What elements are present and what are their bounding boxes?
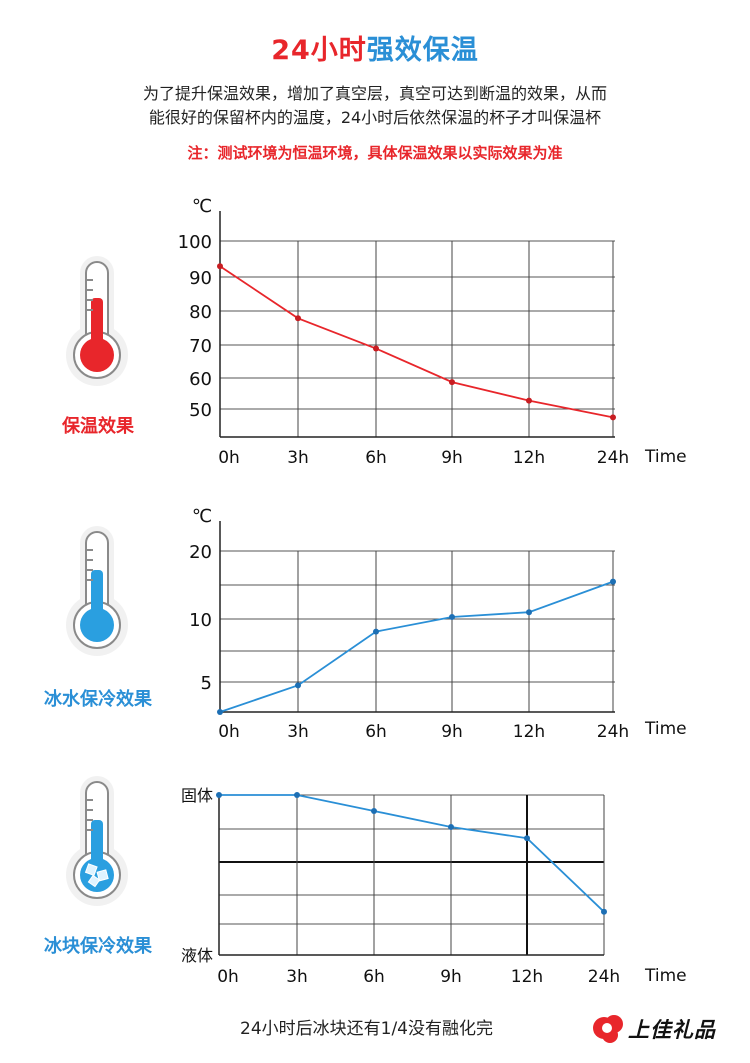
page-title: 24小时强效保温	[0, 28, 750, 67]
chart2-data-point	[526, 609, 532, 616]
chart3-series-line	[219, 794, 605, 913]
brand-logo-text: 上佳礼品	[628, 1017, 716, 1042]
ice-effect-label: 冰块保冷效果	[44, 936, 152, 957]
chart2-unit-label: ℃	[192, 506, 212, 527]
chart2-x-tick-label: 9h	[441, 722, 463, 742]
chart1-x-axis-label: Time	[644, 447, 687, 467]
chart1-x-tick-label: 6h	[365, 448, 387, 468]
title-part-red: 24小时	[271, 35, 367, 66]
chart2-x-tick-label: 12h	[513, 722, 545, 742]
chart2-data-point	[295, 682, 301, 689]
chart2-series-line	[219, 580, 614, 713]
chart2-data-point	[217, 709, 223, 715]
chart1-x-tick-label: 12h	[513, 448, 545, 468]
chart1-unit-label: ℃	[192, 196, 212, 217]
test-note: 注：测试环境为恒温环境，具体保温效果以实际效果为准	[187, 144, 563, 162]
chart2-x-tick-label: 0h	[218, 722, 240, 742]
chart1-data-point	[526, 397, 532, 404]
chart2-data-point	[610, 578, 616, 585]
chart3-y-label-bottom: 液体	[181, 946, 213, 965]
chart3-data-point	[371, 808, 377, 814]
description-line-2: 能很好的保留杯内的温度，24小时后依然保温的杯子才叫保温杯	[148, 108, 602, 127]
chart3-x-tick-label: 9h	[440, 967, 462, 987]
chart3-data-point	[524, 835, 530, 842]
chart1-y-tick-label: 80	[189, 302, 212, 323]
chart1-data-point	[373, 345, 379, 352]
chart1-y-tick-label: 60	[189, 369, 212, 390]
chart3-data-point	[294, 792, 300, 798]
chart3-data-point	[216, 792, 222, 798]
chart2-data-point	[373, 628, 379, 635]
chart2-y-tick-label: 10	[189, 610, 212, 631]
chart3-x-tick-label: 3h	[286, 967, 308, 987]
chart1-data-point	[610, 414, 616, 421]
chart2-x-tick-label: 6h	[365, 722, 387, 742]
description-line-1: 为了提升保温效果，增加了真空层，真空可达到断温的效果，从而	[142, 84, 607, 103]
warm-effect-label: 保温效果	[62, 416, 134, 437]
brand-logo-icon	[593, 1015, 623, 1043]
ice-thermometer-icon	[66, 776, 128, 906]
chart1-x-tick-label: 9h	[441, 448, 463, 468]
chart3-data-point	[448, 824, 454, 830]
chart3-x-axis-label: Time	[644, 966, 687, 986]
chart3-x-tick-label: 6h	[363, 967, 385, 987]
chart3-y-label-top: 固体	[181, 786, 213, 805]
title-part-blue: 强效保温	[366, 35, 479, 66]
chart3-x-tick-label: 12h	[511, 967, 543, 987]
chart2-y-tick-label: 5	[201, 673, 212, 694]
chart2-data-point	[449, 613, 455, 620]
chart1-data-point	[449, 379, 455, 386]
chart1-y-tick-label: 70	[189, 336, 212, 357]
footer-note: 24小时后冰块还有1/4没有融化完	[240, 1019, 493, 1039]
chart2-y-tick-label: 20	[189, 542, 212, 563]
chart2-x-axis-label: Time	[644, 719, 687, 739]
blue-thermometer-icon	[66, 526, 128, 656]
chart1-x-tick-label: 3h	[287, 448, 309, 468]
chart1-series-line	[219, 265, 614, 419]
red-thermometer-icon	[66, 256, 128, 386]
chart3-x-tick-label: 24h	[588, 967, 620, 987]
cold-water-effect-label: 冰水保冷效果	[44, 689, 152, 710]
chart2-x-tick-label: 3h	[287, 722, 309, 742]
chart1-y-tick-label: 50	[189, 400, 212, 421]
chart1-x-tick-label: 0h	[218, 448, 240, 468]
chart1-y-tick-label: 100	[178, 232, 212, 253]
chart1-data-point	[295, 315, 301, 322]
chart2-x-tick-label: 24h	[597, 722, 629, 742]
chart1-data-point	[217, 263, 223, 270]
chart3-data-point	[601, 908, 607, 915]
chart1-x-tick-label: 24h	[597, 448, 629, 468]
chart1-y-tick-label: 90	[189, 268, 212, 289]
chart3-x-tick-label: 0h	[217, 967, 239, 987]
